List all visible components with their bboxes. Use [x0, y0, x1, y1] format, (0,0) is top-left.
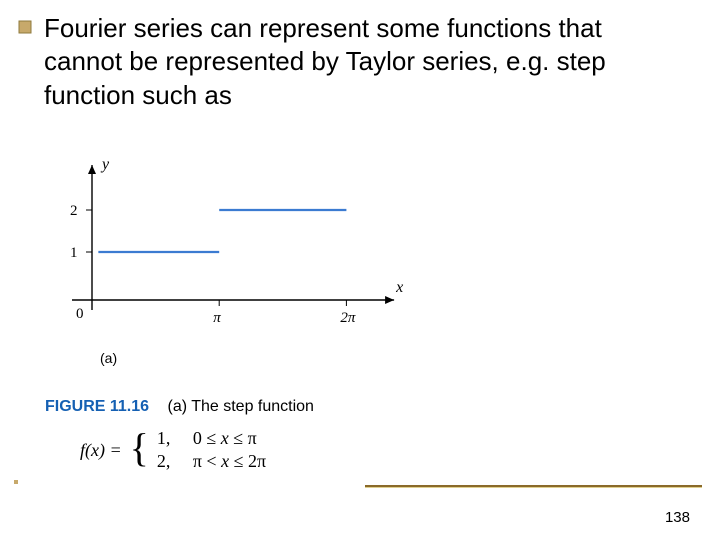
- equation-lhs: f(x) =: [80, 440, 122, 461]
- bullet-text: Fourier series can represent some functi…: [44, 12, 624, 112]
- equation-cases: 1, 0 ≤ x ≤ π 2, π < x ≤ 2π: [157, 428, 266, 472]
- svg-text:1: 1: [70, 245, 78, 261]
- svg-text:0: 0: [76, 306, 84, 322]
- figure-id: FIGURE 11.16: [45, 398, 149, 415]
- horizontal-rule: [365, 485, 702, 488]
- slide: Fourier series can represent some functi…: [0, 0, 720, 540]
- bullet-item: Fourier series can represent some functi…: [18, 12, 702, 112]
- decoration-dot: [14, 480, 18, 484]
- svg-text:x: x: [395, 279, 403, 296]
- equation-case: 2, π < x ≤ 2π: [157, 451, 266, 472]
- brace-icon: {: [130, 431, 149, 465]
- case-condition: π < x ≤ 2π: [193, 451, 266, 472]
- figure-text: (a) The step function: [168, 398, 314, 415]
- chart-caption: (a): [100, 350, 117, 366]
- svg-text:π: π: [213, 310, 221, 326]
- svg-text:y: y: [100, 156, 110, 173]
- page-number: 138: [665, 509, 690, 526]
- case-condition: 0 ≤ x ≤ π: [193, 428, 257, 449]
- step-function-chart: 0 π 2π 1 2 x y: [40, 135, 420, 345]
- case-value: 2,: [157, 451, 175, 472]
- figure-label: FIGURE 11.16 (a) The step function: [45, 398, 314, 416]
- square-bullet-icon: [18, 20, 32, 34]
- equation: f(x) = { 1, 0 ≤ x ≤ π 2, π < x ≤ 2π: [80, 428, 266, 472]
- svg-text:2: 2: [70, 203, 78, 219]
- equation-case: 1, 0 ≤ x ≤ π: [157, 428, 266, 449]
- svg-text:2π: 2π: [340, 310, 356, 326]
- case-value: 1,: [157, 428, 175, 449]
